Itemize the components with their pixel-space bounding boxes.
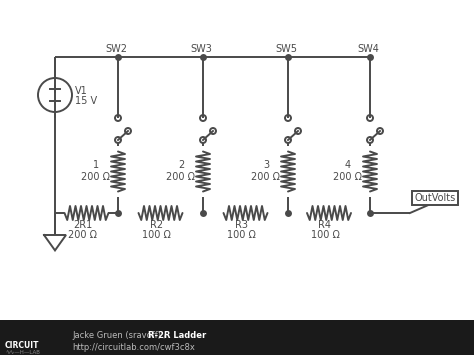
Text: 100 Ω: 100 Ω [310,230,339,240]
Text: 200 Ω: 200 Ω [334,173,363,182]
Text: 200 Ω: 200 Ω [252,173,281,182]
Text: 15 V: 15 V [75,96,97,106]
Bar [0,320,474,355]
Text: V1: V1 [75,86,88,96]
Text: 200 Ω: 200 Ω [166,173,195,182]
Text: http://circuitlab.com/cwf3c8x: http://circuitlab.com/cwf3c8x [72,344,195,353]
Text: 2: 2 [178,159,184,169]
Text: SW3: SW3 [190,44,212,54]
Text: 100 Ω: 100 Ω [142,230,171,240]
Text: CIRCUIT: CIRCUIT [5,341,39,350]
Text: R4: R4 [319,220,331,230]
Text: 200 Ω: 200 Ω [68,230,97,240]
Text: R3: R3 [235,220,248,230]
Text: ∿∿—H—LAB: ∿∿—H—LAB [5,350,40,355]
Text: 1: 1 [93,159,99,169]
Text: 4: 4 [345,159,351,169]
Text: R-2R Ladder: R-2R Ladder [148,332,206,340]
Text: SW5: SW5 [275,44,297,54]
Text: OutVolts: OutVolts [414,193,456,203]
Text: SW2: SW2 [105,44,127,54]
Text: SW4: SW4 [357,44,379,54]
Text: 200 Ω: 200 Ω [82,173,110,182]
Text: R2: R2 [150,220,163,230]
Text: Jacke Gruen (sravoff) /: Jacke Gruen (sravoff) / [72,332,169,340]
Text: 100 Ω: 100 Ω [227,230,256,240]
Text: 3: 3 [263,159,269,169]
Text: 2R1: 2R1 [73,220,92,230]
